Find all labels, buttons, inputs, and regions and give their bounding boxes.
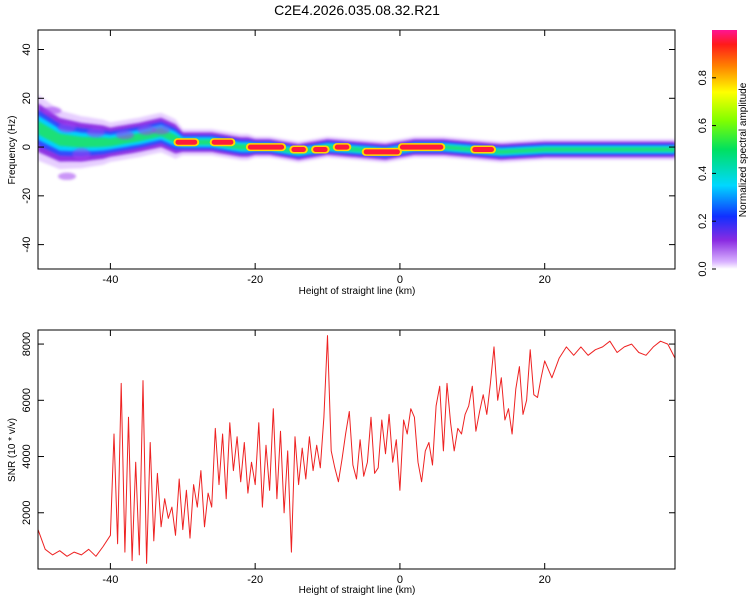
snr-y-tick-label: 8000 — [21, 332, 33, 356]
snr-x-tick-label: -20 — [247, 574, 263, 586]
snr-frame — [37, 329, 676, 570]
snr-axes: -40 -20 0 20 2000 4000 6000 8000 — [21, 330, 675, 586]
snr-x-label: Height of straight line (km) — [299, 585, 416, 596]
spectrogram-y-tick-label: 20 — [21, 92, 33, 104]
colorbar: 0.0 0.2 0.4 0.6 0.8 Normalized spectral ampl… — [697, 30, 749, 277]
snr-y-tick-label: 6000 — [21, 388, 33, 412]
spectrogram-blob — [58, 172, 76, 181]
snr-x-tick-label: 20 — [539, 574, 551, 586]
colorbar-tick-label: 0.0 — [697, 261, 709, 276]
spectrogram-blob — [58, 122, 76, 133]
figure-title: C2E4.2026.035.08.32.R21 — [274, 2, 440, 18]
snr-x-tick-label: -40 — [102, 574, 118, 586]
spectrogram-y-tick-label: 0 — [21, 144, 33, 150]
spectrogram-hotspot — [313, 147, 328, 152]
spectrogram-blob — [72, 148, 91, 161]
snr-panel: -40 -20 0 20 2000 4000 6000 8000 Height of stra… — [7, 329, 676, 596]
snr-x-tick-label: 0 — [397, 574, 403, 586]
spectrogram-y-tick-label: -20 — [21, 188, 33, 204]
spectrogram-y-label: Frequency (Hz) — [7, 116, 18, 185]
colorbar-tick-label: 0.6 — [697, 118, 709, 133]
spectrogram-band-green — [38, 120, 675, 155]
snr-y-tick-label: 2000 — [21, 501, 33, 525]
spectrogram-hotspot — [211, 139, 234, 145]
spectrogram-blob — [43, 106, 62, 115]
spectrogram-hotspot — [247, 144, 285, 150]
spectrogram-blob — [86, 127, 105, 138]
colorbar-tick-label: 0.2 — [697, 214, 709, 229]
spectrogram-x-label: Height of straight line (km) — [299, 286, 416, 297]
spectrogram-panel: -40 -20 0 20 -40 -20 0 20 40 Height of straight … — [7, 29, 676, 297]
spectrogram-hotspot — [175, 139, 198, 145]
colorbar-tick-label: 0.4 — [697, 166, 709, 181]
spectrogram-hotspot — [399, 144, 444, 150]
spectrogram-hotspot — [291, 147, 306, 152]
spectrogram-frame — [37, 29, 676, 270]
spectrogram-blob — [152, 125, 171, 135]
snr-series-line — [38, 335, 675, 564]
spectrogram-x-tick-label: 0 — [397, 274, 403, 286]
spectrogram-band-cyan — [38, 115, 675, 156]
spectrogram-x-tick-label: -40 — [102, 274, 118, 286]
colorbar-label: Normalized spectral amplitude — [738, 82, 749, 217]
spectrogram-x-tick-label: 20 — [539, 274, 551, 286]
spectrogram-hotspot — [334, 144, 350, 150]
spectrogram-plot-area — [38, 94, 675, 181]
colorbar-axes: 0.0 0.2 0.4 0.6 0.8 — [697, 70, 716, 277]
spectrogram-blob — [137, 125, 156, 135]
snr-y-label: SNR (10 * v/v) — [7, 418, 18, 482]
spectrogram-y-tick-label: -40 — [21, 237, 33, 253]
colorbar-tick-label: 0.8 — [697, 70, 709, 85]
spectrogram-hotspot — [363, 149, 400, 155]
colorbar-gradient — [712, 30, 737, 269]
spectrogram-blob — [115, 130, 134, 140]
spectrogram-y-tick-label: 40 — [21, 43, 33, 55]
spectrogram-axes: -40 -20 0 20 -40 -20 0 20 40 — [21, 30, 675, 286]
snr-plot-area — [38, 335, 675, 564]
spectrogram-x-tick-label: -20 — [247, 274, 263, 286]
spectrogram-hotspot — [472, 147, 494, 152]
snr-y-tick-label: 4000 — [21, 444, 33, 468]
